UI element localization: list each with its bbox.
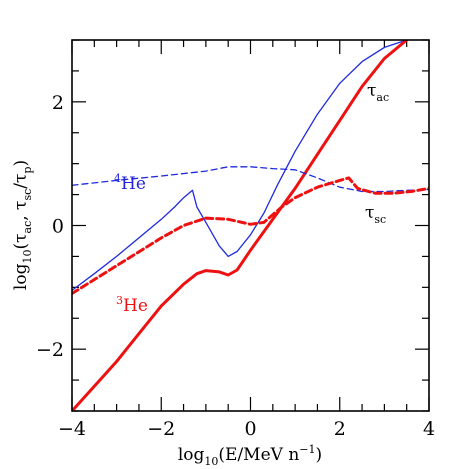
annotation-tau-ac: τac bbox=[367, 81, 389, 104]
y-tick-label: 0 bbox=[52, 216, 64, 238]
x-tick-label: 0 bbox=[244, 418, 256, 440]
plot-frame bbox=[71, 39, 430, 412]
x-tick-label: 2 bbox=[334, 418, 346, 440]
annotation-tau-sc: τsc bbox=[365, 203, 386, 226]
tick-labels: −4 −2 0 2 4 −2 0 2 bbox=[36, 92, 435, 440]
axis-ticks bbox=[71, 39, 430, 412]
x-tick-label: −4 bbox=[58, 418, 86, 440]
x-tick-label: 4 bbox=[423, 418, 435, 440]
x-axis-label: log10(E/MeV n−1) bbox=[178, 443, 322, 468]
series-line-he3-tau-ac bbox=[72, 40, 409, 411]
series-layer bbox=[72, 40, 429, 411]
annotation-he4: 4He bbox=[114, 172, 146, 194]
series-line-he4-tau-sc bbox=[72, 166, 429, 193]
y-tick-label: 2 bbox=[52, 92, 64, 114]
y-tick-label: −2 bbox=[36, 339, 64, 361]
annotation-he3: 3He bbox=[116, 294, 148, 316]
series-line-he4-tau-ac bbox=[72, 40, 408, 292]
y-axis-label: log10(τac, τsc/τp) bbox=[11, 160, 34, 290]
series-line-he3-tau-sc bbox=[72, 176, 429, 295]
x-tick-label: −2 bbox=[147, 418, 175, 440]
